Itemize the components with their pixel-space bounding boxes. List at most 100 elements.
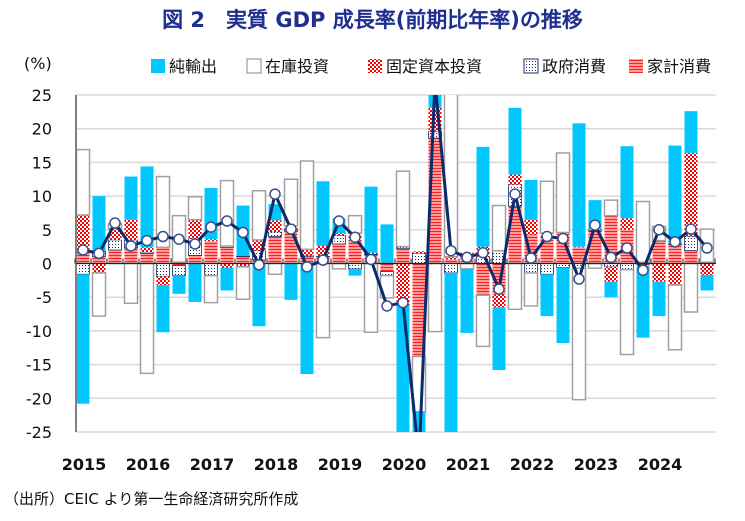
bar-segment-dots: [332, 234, 346, 245]
bar-segment-solid: [252, 263, 266, 327]
bar-segment-dots: [348, 263, 362, 270]
bar-segment-stripes: [236, 256, 250, 264]
bar-segment-checker: [668, 263, 682, 286]
legend-swatch: [151, 59, 165, 73]
bar-segment-checker: [444, 256, 458, 260]
gdp-point: [269, 188, 281, 200]
bar-segment-checker: [252, 239, 266, 251]
bar-segment-dots: [412, 252, 426, 264]
bar-segment-none: [491, 204, 507, 252]
x-year-label: 2024: [638, 455, 683, 474]
gdp-point: [77, 244, 89, 256]
bar-segment-solid: [668, 145, 682, 244]
bar-segment-solid: [348, 268, 362, 276]
bar-segment-stripes: [444, 259, 458, 264]
bar-segment-dots: [108, 239, 122, 251]
bar-segment-dots: [556, 263, 570, 268]
bar-segment-stripes: [124, 247, 138, 264]
bar-segment-stripes: [284, 231, 298, 264]
bar-segment-checker: [492, 294, 506, 308]
gdp-point: [493, 283, 505, 295]
bar-segment-solid: [140, 166, 154, 248]
gdp-point: [189, 238, 201, 250]
gdp-point: [349, 231, 361, 243]
gdp-point: [701, 242, 713, 254]
bar-segment-stripes: [188, 255, 202, 264]
bar-segment-none: [187, 196, 203, 221]
bar-segment-stripes: [540, 238, 554, 264]
y-tick-label: 0: [42, 255, 52, 274]
gdp-point: [445, 244, 457, 257]
bar-segment-dots: [300, 255, 314, 258]
legend-label: 純輸出: [169, 57, 217, 76]
legend-label: 政府消費: [542, 57, 606, 76]
bar-segment-stripes: [220, 247, 234, 264]
bar-segment-stripes: [380, 263, 394, 272]
bar-segment-solid: [156, 285, 170, 333]
gdp-point: [317, 254, 329, 266]
bar-segment-solid: [92, 196, 106, 252]
bar-segment-checker: [140, 247, 154, 253]
y-tick-label: -20: [26, 389, 52, 408]
bar-segment-none: [443, 95, 459, 258]
bar-segment-solid: [172, 275, 186, 294]
bar-segment-none: [91, 272, 107, 317]
bar-segment-stripes: [412, 263, 426, 357]
bar-segment-checker: [188, 219, 202, 239]
bar-segment-stripes: [476, 263, 490, 296]
chart-title: 図 2 実質 GDP 成長率(前期比年率)の推移: [162, 8, 583, 32]
bar-segment-dots: [540, 263, 554, 275]
bar-segment-none: [267, 262, 283, 276]
bar-segment-none: [251, 189, 267, 241]
gdp-point: [205, 221, 217, 233]
bar-segment-checker: [268, 220, 282, 232]
bar-segment-checker: [220, 263, 234, 268]
bar-segment-solid: [524, 179, 538, 220]
bar-segment-dots: [140, 251, 154, 254]
bar-segment-solid: [460, 268, 474, 333]
bar-segment-checker: [700, 263, 714, 275]
y-tick-label: 5: [42, 221, 52, 240]
gdp-point: [509, 188, 521, 200]
bar-segment-none: [299, 160, 315, 251]
source-note: （出所）CEIC より第一生命経済研究所作成: [4, 490, 299, 508]
gdp-point: [525, 252, 537, 264]
bar-segment-solid: [284, 263, 298, 300]
legend-swatch: [523, 58, 539, 74]
y-axis-unit: (%): [24, 54, 52, 73]
bar-segment-solid: [364, 186, 378, 253]
bar-segment-dots: [236, 255, 250, 258]
bar-segment-solid: [76, 274, 90, 404]
bar-segment-dots: [156, 263, 170, 277]
gdp-point: [365, 253, 377, 266]
y-tick-label: -25: [26, 423, 52, 442]
bar-segment-stripes: [396, 248, 410, 264]
gdp-point: [557, 232, 569, 245]
bar-segment-stripes: [268, 236, 282, 264]
bar-segment-dots: [684, 236, 698, 252]
bar-segment-dots: [620, 263, 634, 270]
bar-segment-solid: [700, 274, 714, 291]
bar-segment-solid: [556, 267, 570, 344]
gdp-point: [221, 215, 233, 227]
bar-segment-dots: [444, 263, 458, 274]
legend-label: 家計消費: [647, 57, 711, 76]
gdp-point: [430, 77, 440, 87]
legend-swatch: [629, 59, 643, 73]
bar-segment-none: [507, 262, 523, 311]
bar-segment-none: [635, 200, 651, 263]
bar-segment-solid: [300, 263, 314, 375]
bar-segment-none: [219, 179, 235, 247]
bar-segment-checker: [572, 246, 586, 248]
bar-segment-stripes: [348, 241, 362, 264]
x-year-label: 2019: [318, 455, 363, 474]
bar-segment-checker: [236, 263, 250, 267]
bar-segment-none: [76, 148, 91, 216]
bar-segment-checker: [316, 245, 330, 257]
bar-segment-none: [203, 274, 219, 304]
x-year-label: 2017: [190, 455, 235, 474]
bar-segment-none: [395, 170, 411, 248]
bar-segment-stripes: [156, 247, 170, 264]
gdp-point: [605, 251, 617, 264]
bar-segment-solid: [604, 281, 618, 298]
